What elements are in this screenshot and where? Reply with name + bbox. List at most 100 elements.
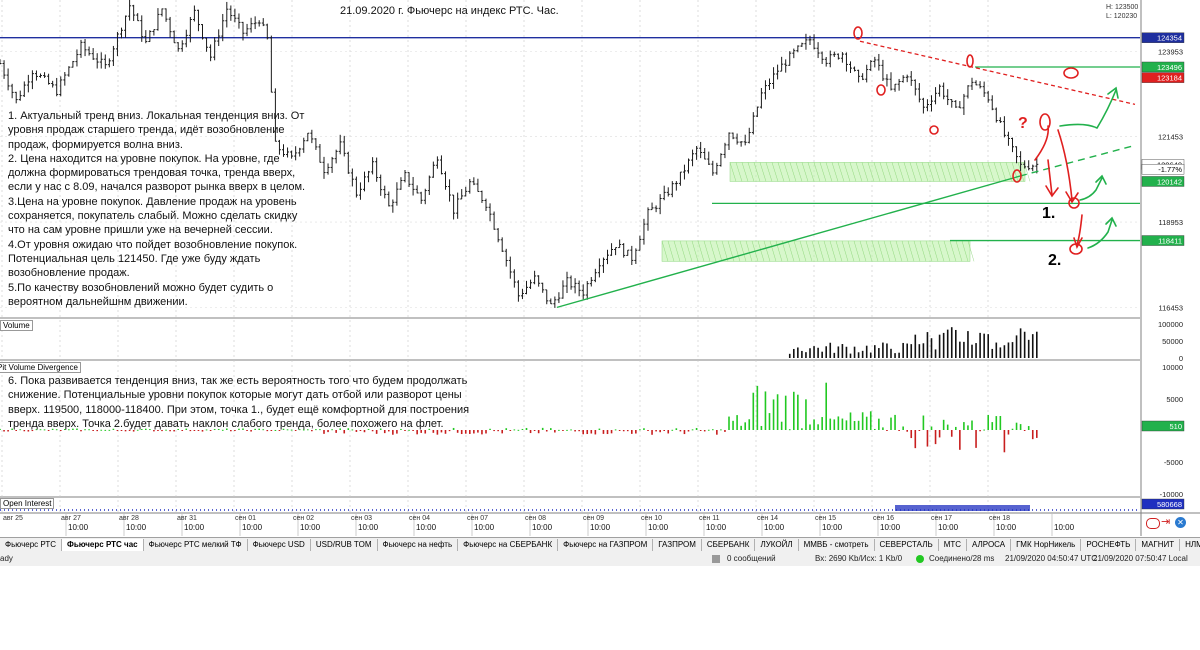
chart-tab[interactable]: СБЕРБАНК: [702, 539, 756, 551]
divergence-bar: [740, 425, 742, 430]
uptrend-projection: [1019, 144, 1136, 177]
divergence-bar: [88, 429, 90, 431]
chart-tab[interactable]: ГМК НорНикель: [1011, 539, 1082, 551]
handwritten-arrow-up: [1079, 174, 1107, 201]
chart-tab[interactable]: Фьючерс РТС: [0, 539, 63, 551]
divergence-bar: [882, 427, 884, 430]
divergence-bar: [96, 430, 98, 432]
chart-tab[interactable]: МАГНИТ: [1136, 539, 1181, 551]
divergence-bar: [914, 430, 917, 449]
divergence-bar: [817, 424, 819, 430]
zone-hatch: [795, 162, 803, 182]
divergence-bar: [3, 430, 5, 432]
divergence-bar: [614, 429, 617, 431]
analysis-notes: 1. Актуальный тренд вниз. Локальная тенд…: [8, 109, 305, 309]
divergence-bar: [890, 417, 892, 430]
zone-hatch: [673, 240, 681, 262]
divergence-bar: [756, 385, 759, 430]
volume-bar: [963, 341, 965, 358]
zone-hatch: [987, 162, 995, 182]
divergence-bar: [845, 420, 848, 430]
zone-hatch: [765, 162, 773, 182]
analysis-note-line: должна формироваться трендовая точка, тр…: [8, 167, 296, 180]
volume-bar: [825, 346, 827, 358]
divergence-bar: [995, 416, 998, 430]
chart-tab[interactable]: Фьючерс РТС час: [62, 539, 144, 551]
handwritten-label-1: 1.: [1042, 205, 1055, 222]
zone-hatch: [901, 240, 909, 262]
chart-tab[interactable]: Фьючерс USD: [248, 539, 311, 551]
divergence-bar: [910, 430, 913, 439]
chart-tab[interactable]: USD/RUB TOM: [311, 539, 378, 551]
divergence-bar: [683, 430, 686, 435]
divergence-bar: [509, 430, 512, 431]
zone-hatch: [871, 240, 879, 262]
chart-tab[interactable]: ЛУКОЙЛ: [755, 539, 799, 551]
chart-tab[interactable]: ММВБ - смотреть: [799, 539, 875, 551]
divergence-bar: [1019, 424, 1022, 430]
divergence-bar: [323, 430, 325, 434]
zone-hatch: [955, 240, 963, 262]
chart-tab[interactable]: РОСНЕФТЬ: [1081, 539, 1137, 551]
handwritten-question: ?: [1018, 115, 1028, 132]
zone-hatch: [961, 240, 969, 262]
chart-tab[interactable]: МТС: [939, 539, 968, 551]
divergence-bar: [213, 429, 216, 431]
zone-hatch: [837, 162, 845, 182]
analysis-note-line: 4.От уровня ожидаю что пойдет возобновле…: [8, 238, 298, 251]
price-chart[interactable]: 1.2.? 124354123496123184120640-1.77%1201…: [0, 0, 1200, 536]
divergence-bar: [460, 430, 463, 435]
divergence-bar: [68, 429, 70, 431]
time-axis-date: авг 27: [61, 515, 81, 522]
chart-tab[interactable]: Фьючерс на нефть: [378, 539, 459, 551]
chart-tab[interactable]: ГАЗПРОМ: [653, 539, 702, 551]
zone-hatch: [733, 240, 741, 262]
divergence-bar: [768, 413, 771, 430]
volume-bar: [821, 351, 823, 358]
zone-hatch: [975, 162, 983, 182]
divergence-bar: [153, 430, 155, 432]
divergence-bar: [643, 428, 645, 430]
divergence-bar: [979, 430, 981, 432]
close-icon[interactable]: ✕: [1175, 517, 1186, 528]
zone-hatch: [835, 240, 843, 262]
divergence-bar: [853, 421, 856, 430]
handwritten-arrow-down: [1073, 214, 1083, 249]
volume-bar: [829, 342, 832, 358]
divergence-bar: [874, 428, 876, 430]
divergence-bar: [448, 430, 451, 432]
divergence-bar: [7, 430, 9, 432]
divergence-bar: [436, 430, 439, 435]
zone-hatch: [759, 162, 767, 182]
divergence-bar: [1031, 430, 1034, 440]
divergence-bar: [748, 419, 751, 430]
chart-tab[interactable]: Фьючерс на СБЕРБАНК: [458, 539, 559, 551]
divergence-bar: [959, 430, 961, 450]
divergence-bar: [11, 428, 13, 430]
zone-hatch: [801, 162, 809, 182]
divergence-bar: [221, 429, 224, 431]
divergence-bar: [1011, 428, 1014, 430]
time-axis-time: 10:00: [126, 523, 147, 532]
status-messages[interactable]: 0 сообщений: [727, 554, 776, 563]
arrow-right-icon[interactable]: ⇥: [1161, 516, 1171, 528]
chart-tab[interactable]: АЛРОСА: [967, 539, 1012, 551]
chart-tab[interactable]: СЕВЕРСТАЛЬ: [875, 539, 939, 551]
divergence-bar: [793, 391, 795, 430]
divergence-bar: [744, 422, 746, 430]
zone-hatch: [889, 240, 897, 262]
volume-bar: [930, 338, 933, 358]
divergence-bar: [76, 428, 78, 430]
chart-tab[interactable]: Фьючерс на ГАЗПРОМ: [558, 539, 654, 551]
volume-bar: [959, 341, 961, 358]
time-axis-time: 10:00: [706, 523, 727, 532]
zone-hatch: [867, 162, 875, 182]
chart-tab[interactable]: НЛМК: [1180, 539, 1200, 551]
zone-hatch: [945, 162, 953, 182]
volume-bar: [922, 343, 925, 358]
status-bar: ady 0 сообщений Вх: 2690 Kb/Исх: 1 Kb/0 …: [0, 552, 1200, 566]
messages-icon[interactable]: [712, 555, 720, 563]
volume-bar: [857, 352, 860, 358]
chart-tab[interactable]: Фьючерс РТС мелкий ТФ: [144, 539, 248, 551]
link-icon[interactable]: [1146, 518, 1160, 529]
